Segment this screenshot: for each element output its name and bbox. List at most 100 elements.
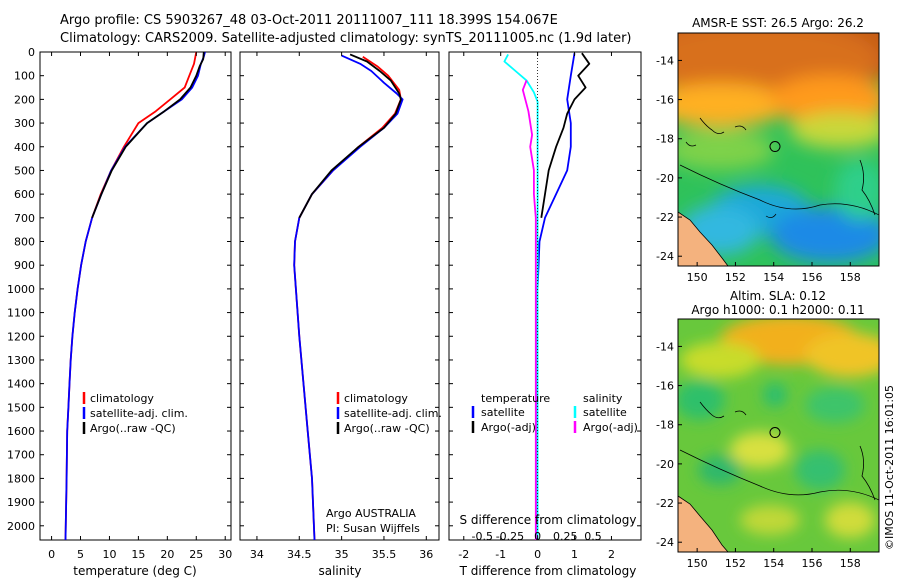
depth-tick-label: 1100 [7,307,35,320]
salinity-x-axis: 34 34.5 35 35.5 36 [250,52,433,561]
difference-legend-t-satellite: satellite [481,406,525,419]
temperature-panel-frame [39,51,232,541]
depth-tick-label: 1700 [7,449,35,462]
sla-map-field [678,319,879,552]
sla-map-y-tick-label: -22 [656,497,674,510]
sst-map-y-tick-label: -18 [656,133,674,146]
difference-legend-t-argo: Argo(-adj) [481,421,536,434]
depth-tick-label: 1000 [7,283,35,296]
depth-tick-label: 500 [14,164,35,177]
difference-legend-temperature-header: temperature [481,392,550,405]
sla-map-panel: Altim. SLA: 0.12 Argo h1000: 0.1 h2000: … [656,289,880,570]
temperature-x-tick-label: 30 [218,548,232,561]
depth-tick-label: 200 [14,93,35,106]
salinity-x-tick-label: 36 [419,548,433,561]
temperature-x-tick-label: 10 [102,548,116,561]
salinity-series-satellite-adj-clim- [293,54,404,540]
difference-x-tick-label: 2 [608,548,615,561]
temperature-legend: climatology satellite-adj. clim. Argo(..… [82,392,188,435]
difference-x-tick-label: 1 [571,548,578,561]
sst-map-title: AMSR-E SST: 26.5 Argo: 26.2 [692,16,864,30]
figure-title-line2: Climatology: CARS2009. Satellite-adjuste… [60,31,632,46]
sla-map-x-tick-label: 154 [763,557,784,570]
salinity-x-tick-label: 34.5 [287,548,312,561]
sst-map-field [678,33,879,266]
sla-map-y-tick-label: -24 [656,536,674,549]
depth-tick-label: 800 [14,236,35,249]
difference-s-tick-label: 0.5 [584,530,602,543]
depth-tick-label: 0 [28,46,35,59]
sla-map-y-tick-label: -14 [656,340,674,353]
temperature-x-tick-label: 25 [189,548,203,561]
salinity-legend-satellite: satellite-adj. clim. [344,407,442,420]
sla-map-y-tick-label: -16 [656,380,674,393]
depth-tick-label: 1500 [7,401,35,414]
difference-legend-s-argo: Argo(-adj) [583,421,638,434]
salinity-plot [293,53,404,540]
difference-x-axis: -2 -1 0 1 2 -0.5 -0.25 0 0.25 0.5 [458,52,615,561]
salinity-x-tick-label: 34 [250,548,264,561]
depth-tick-label: 1200 [7,330,35,343]
sst-map-y-tick-label: -16 [656,94,674,107]
sla-map-y-tick-label: -20 [656,458,674,471]
sla-map-x-tick-label: 150 [687,557,708,570]
temperature-legend-argo: Argo(..raw -QC) [90,422,176,435]
depth-axis: 0 100 200 300 400 500 600 700 800 900 1000 1100 1200… [7,46,641,533]
depth-tick-label: 1300 [7,354,35,367]
depth-tick-label: 600 [14,188,35,201]
depth-tick-label: 400 [14,141,35,154]
depth-tick-label: 2000 [7,520,35,533]
depth-tick-label: 100 [14,70,35,83]
difference-x-tick-label: -1 [495,548,506,561]
t-difference-label: T difference from climatology [459,564,637,578]
temperature-x-axis: 0 5 10 15 20 25 30 [48,52,232,561]
sst-map-y-tick-label: -22 [656,211,674,224]
imos-credit: ©IMOS 11-Oct-2011 16:01:05 [883,385,896,550]
depth-tick-label: 1400 [7,378,35,391]
temperature-legend-satellite: satellite-adj. clim. [90,407,188,420]
difference-legend-s-satellite: satellite [583,406,627,419]
salinity-legend: climatology satellite-adj. clim. Argo(..… [336,392,442,435]
salinity-series-argo-raw-qc- [298,53,402,219]
temperature-x-label: temperature (deg C) [73,564,196,578]
temperature-x-tick-label: 20 [160,548,174,561]
salinity-panel-frame [239,51,440,541]
depth-tick-label: 1900 [7,496,35,509]
temperature-x-tick-label: 0 [48,548,55,561]
depth-tick-label: 700 [14,212,35,225]
sst-map-x-tick-label: 150 [687,271,708,284]
depth-tick-label: 1800 [7,472,35,485]
depth-tick-label: 300 [14,117,35,130]
difference-series-t-satellite [536,53,576,540]
sla-map-frame [677,318,880,553]
sla-map-x-tick-label: 152 [725,557,746,570]
sst-map-y-tick-label: -20 [656,172,674,185]
temperature-plot [64,52,206,540]
sla-map-float-marker [769,427,781,439]
sla-map-x-tick-label: 156 [802,557,823,570]
salinity-x-label: salinity [318,564,361,578]
difference-series-s-satellite [503,53,539,540]
argo-agency-label: Argo AUSTRALIA [326,507,416,520]
sla-map-y-tick-label: -18 [656,419,674,432]
salinity-legend-climatology: climatology [344,392,408,405]
temperature-x-tick-label: 5 [77,548,84,561]
salinity-x-tick-label: 35.5 [372,548,397,561]
difference-panel-frame [448,51,642,541]
sst-map-y-tick-label: -24 [656,250,674,263]
sst-map-x-tick-label: 158 [840,271,861,284]
sst-map-y-tick-label: -14 [656,54,674,67]
temperature-series-climatology [64,52,198,540]
difference-s-tick-label: -0.5 [471,530,492,543]
difference-x-tick-label: -2 [458,548,469,561]
temperature-series-satellite-adj-clim- [64,52,206,540]
salinity-legend-argo: Argo(..raw -QC) [344,422,430,435]
sst-map-float-marker [769,141,781,153]
difference-s-tick-label: 0 [534,530,541,543]
difference-s-tick-label: 0.25 [553,530,578,543]
sla-map-x-tick-label: 158 [840,557,861,570]
difference-series-t-argo-adj- [540,52,591,218]
sla-map-title-2: Argo h1000: 0.1 h2000: 0.11 [691,303,864,317]
difference-legend: temperature satellite Argo(-adj) salinit… [471,392,638,434]
